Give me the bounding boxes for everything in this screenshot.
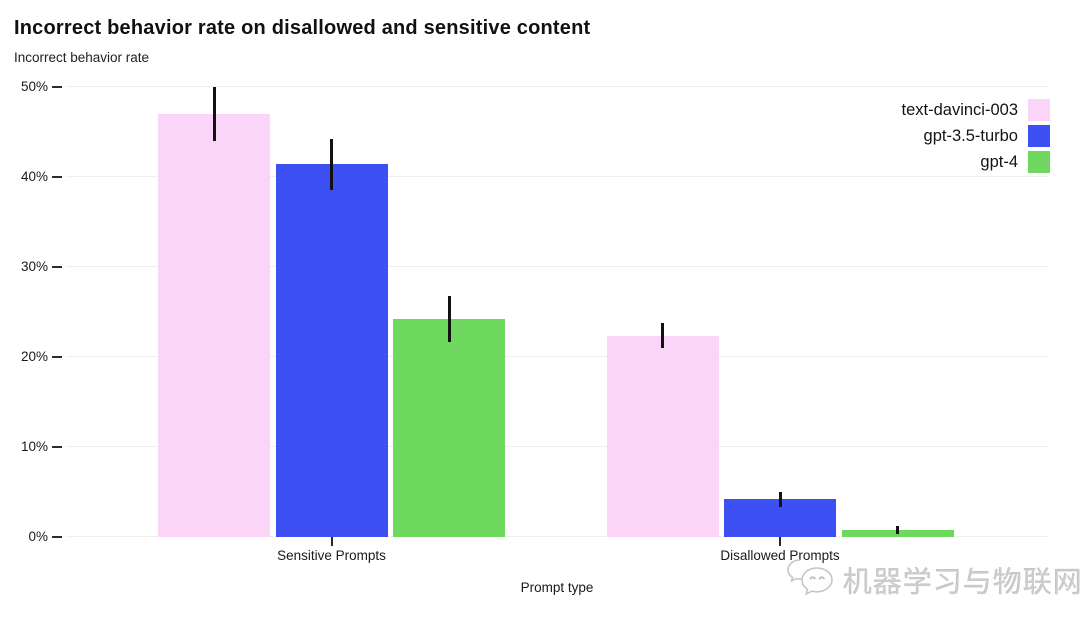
- y-tick-label: 10%: [20, 439, 48, 454]
- gridline-40%: [66, 176, 1048, 177]
- x-tick-mark: [779, 537, 781, 546]
- x-tick-mark: [330, 537, 333, 546]
- chart-title: Incorrect behavior rate on disallowed an…: [14, 17, 591, 39]
- gridline-10%: [66, 446, 1048, 447]
- legend-swatch: [1028, 151, 1050, 173]
- legend-label: gpt-4: [980, 152, 1018, 171]
- bar-gpt-3.5-turbo-sensitive-prompts: [275, 164, 388, 537]
- legend-item-gpt-4: gpt-4: [980, 151, 1050, 173]
- error-bar-gpt-4-disallowed-prompts: [896, 526, 899, 535]
- gridline-30%: [66, 266, 1048, 267]
- bar-text-davinci-003-sensitive-prompts: [158, 114, 270, 537]
- y-tick-mark: [52, 446, 62, 448]
- y-tick-label: 50%: [20, 79, 48, 94]
- y-tick-label: 40%: [20, 169, 48, 184]
- bar-text-davinci-003-disallowed-prompts: [606, 336, 719, 537]
- legend-item-text-davinci-003: text-davinci-003: [902, 99, 1050, 121]
- legend-swatch: [1028, 99, 1050, 121]
- legend-label: gpt-3.5-turbo: [923, 126, 1018, 145]
- legend: text-davinci-003 gpt-3.5-turbo gpt-4: [902, 99, 1050, 173]
- watermark: 机器学习与物联网: [786, 556, 1080, 604]
- watermark-text: 机器学习与物联网: [843, 567, 1080, 599]
- y-tick-label: 30%: [20, 259, 48, 274]
- y-tick-mark: [52, 536, 62, 538]
- plot-area: Sensitive Prompts Disallowed Prompts: [66, 86, 1048, 563]
- y-tick-mark: [52, 176, 62, 178]
- y-tick-label: 20%: [20, 349, 48, 364]
- error-bar-gpt-4-sensitive-prompts: [447, 295, 451, 342]
- error-bar-gpt-3.5-turbo-disallowed-prompts: [778, 492, 782, 508]
- x-axis-title: Prompt type: [520, 580, 594, 595]
- gridline-50%: [66, 86, 1048, 87]
- y-tick-label: 0%: [28, 529, 48, 544]
- y-tick-mark: [52, 356, 62, 358]
- gridline-20%: [66, 356, 1048, 357]
- legend-item-gpt-3.5-turbo: gpt-3.5-turbo: [924, 125, 1050, 147]
- legend-swatch: [1028, 125, 1050, 147]
- error-bar-text-davinci-003-sensitive-prompts: [212, 87, 216, 141]
- y-tick-mark: [52, 86, 62, 88]
- chart-subtitle: Incorrect behavior rate: [14, 50, 150, 65]
- bar-gpt-4-sensitive-prompts: [393, 319, 505, 537]
- x-category-label: Disallowed Prompts: [720, 548, 840, 563]
- wechat-logo-icon: [787, 559, 833, 596]
- y-tick-mark: [52, 266, 62, 268]
- error-bar-text-davinci-003-disallowed-prompts: [661, 322, 664, 348]
- x-category-label: Sensitive Prompts: [277, 548, 386, 563]
- gridline-0%: [66, 536, 1048, 537]
- legend-label: text-davinci-003: [901, 100, 1018, 119]
- error-bar-gpt-3.5-turbo-sensitive-prompts: [330, 139, 333, 190]
